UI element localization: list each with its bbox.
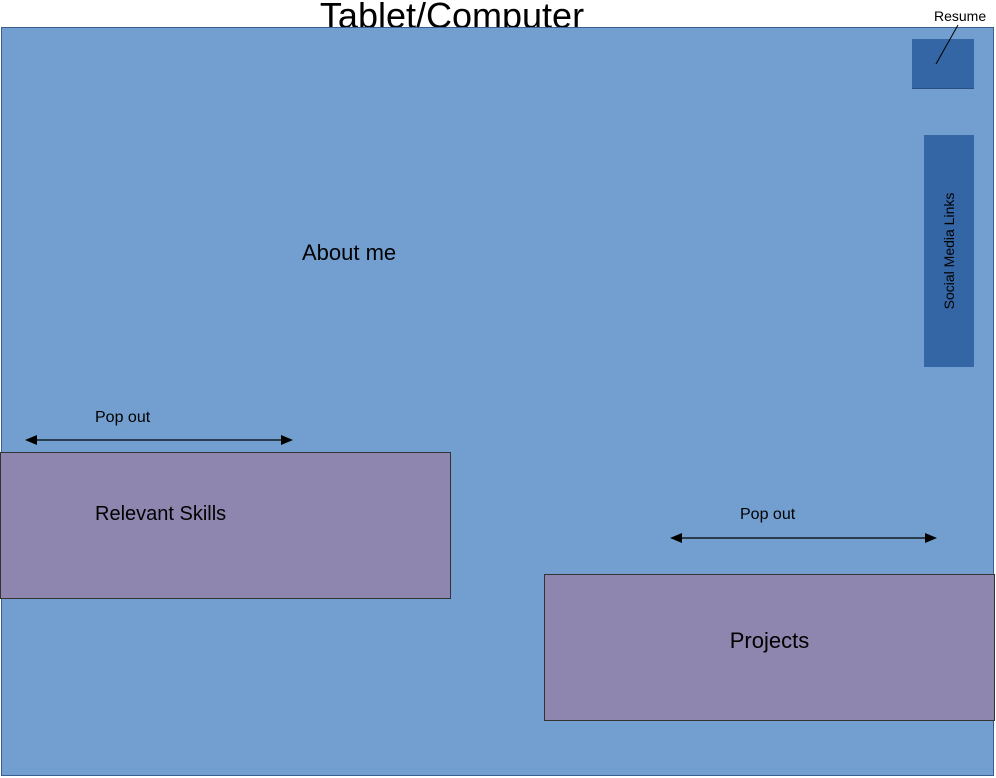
social-media-links-label: Social Media Links	[941, 192, 957, 310]
relevant-skills-label: Relevant Skills	[95, 503, 227, 525]
skills-popout-label: Pop out	[95, 409, 151, 426]
resume-button[interactable]	[912, 39, 974, 89]
about-me-label: About me	[302, 240, 397, 265]
resume-label: Resume	[934, 8, 987, 24]
projects-popout-label: Pop out	[740, 506, 796, 523]
projects-label: Projects	[729, 628, 810, 653]
projects-section[interactable]: Projects	[544, 574, 995, 721]
relevant-skills-section[interactable]: Relevant Skills	[0, 452, 451, 599]
social-media-links-panel[interactable]: Social Media Links	[924, 135, 974, 367]
